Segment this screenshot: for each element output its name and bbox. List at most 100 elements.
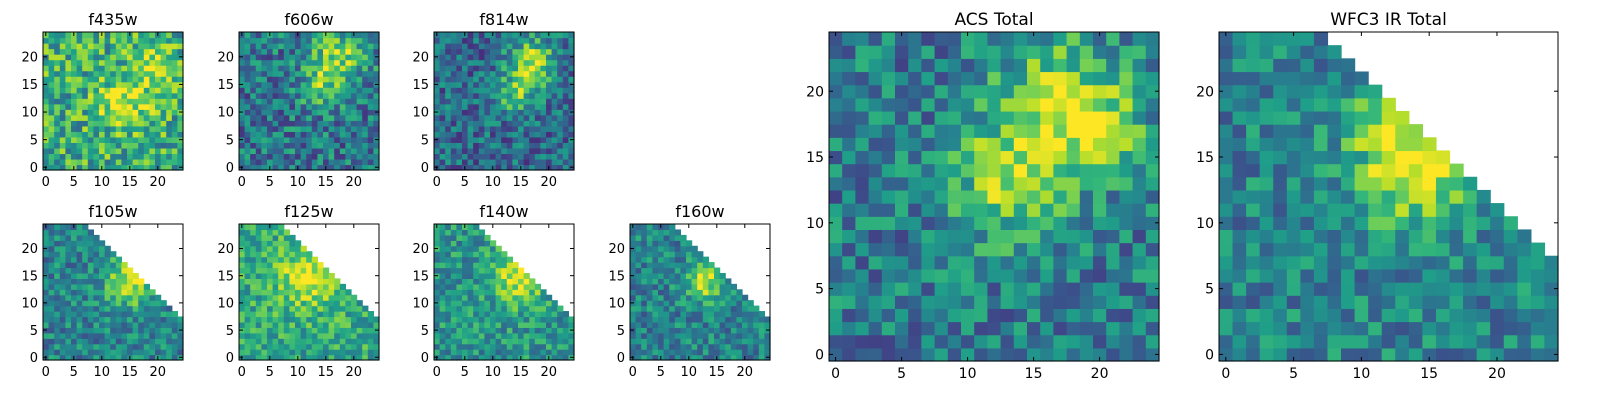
heatmap-cell [829, 58, 843, 73]
heatmap-cell [484, 120, 491, 127]
heatmap-cell [658, 321, 665, 328]
heatmap-cell [306, 98, 313, 105]
y-tick-label: 10 [806, 216, 824, 232]
heatmap-cell [1119, 334, 1134, 349]
heatmap-cell [356, 142, 363, 149]
heatmap-cell [323, 43, 330, 50]
heatmap-cell [439, 103, 446, 110]
heatmap-cell [143, 43, 150, 50]
heatmap-cell [283, 278, 290, 285]
heatmap-cell [691, 272, 698, 279]
heatmap-cell [495, 311, 502, 318]
heatmap-cell [82, 76, 89, 83]
heatmap-cell [669, 262, 676, 269]
heatmap-cell [1053, 71, 1068, 86]
heatmap-cell [1232, 229, 1247, 244]
heatmap-cell [278, 278, 285, 285]
heatmap-cell [1232, 189, 1247, 204]
heatmap-cell [518, 76, 525, 83]
heatmap-cell [680, 305, 687, 312]
heatmap-cell [71, 267, 78, 274]
heatmap-cell [450, 234, 457, 241]
heatmap-cell [478, 251, 485, 258]
heatmap-cell [317, 305, 324, 312]
heatmap-cell [456, 114, 463, 121]
heatmap-cell [473, 316, 480, 323]
heatmap-cell [829, 137, 843, 152]
heatmap-cell [149, 294, 156, 301]
heatmap-cell [1119, 84, 1134, 99]
heatmap-cell [71, 283, 78, 290]
heatmap-cell [1246, 203, 1261, 217]
heatmap-cell [747, 338, 754, 345]
heatmap-cell [921, 216, 936, 230]
heatmap-cell [439, 125, 446, 132]
heatmap-cell [473, 354, 480, 361]
heatmap-cell [467, 256, 474, 263]
heatmap-cell [295, 158, 302, 166]
heatmap-cell [261, 294, 268, 301]
heatmap-cell [434, 153, 441, 160]
heatmap-cell [868, 97, 883, 112]
heatmap-cell [65, 343, 72, 350]
heatmap-cell [534, 153, 541, 160]
heatmap-cell [921, 71, 936, 86]
heatmap-cell [478, 153, 485, 160]
heatmap-cell [868, 32, 883, 46]
heatmap-cell [842, 163, 856, 178]
heatmap-cell [1313, 255, 1329, 270]
heatmap-cell [132, 48, 139, 55]
heatmap-cell [1395, 189, 1410, 204]
heatmap-cell [306, 294, 313, 301]
heatmap-cell [1053, 45, 1068, 59]
heatmap-cell [445, 305, 452, 312]
heatmap-cell [518, 81, 525, 88]
heatmap-cell [456, 98, 463, 105]
heatmap-cell [512, 131, 519, 138]
heatmap-cell [272, 109, 279, 116]
heatmap-cell [160, 120, 167, 127]
heatmap-cell [934, 71, 949, 86]
heatmap-cell [166, 120, 173, 127]
heatmap-cell [239, 343, 246, 350]
heatmap-cell [1145, 84, 1160, 99]
heatmap-cell [373, 120, 380, 127]
heatmap-cell [1395, 334, 1410, 349]
heatmap-cell [478, 158, 485, 166]
heatmap-cell [1040, 163, 1054, 178]
heatmap-cell [702, 311, 709, 318]
heatmap-cell [283, 229, 290, 236]
heatmap-cell [278, 234, 285, 241]
heatmap-cell [76, 294, 83, 301]
heatmap-cell [462, 343, 469, 350]
heatmap-cell [300, 321, 307, 328]
heatmap-cell [719, 349, 726, 356]
heatmap-cell [439, 65, 446, 72]
heatmap-cell [121, 147, 128, 155]
heatmap-cell [272, 158, 279, 166]
heatmap-cell [323, 147, 330, 155]
heatmap-cell [339, 147, 346, 155]
heatmap-cell [562, 65, 569, 72]
heatmap-cell [1435, 321, 1451, 336]
heatmap-cell [495, 294, 502, 301]
heatmap-cell [278, 87, 285, 94]
heatmap-cell [244, 272, 251, 279]
heatmap-cell [473, 98, 480, 105]
heatmap-cell [166, 142, 173, 149]
heatmap-cell [255, 343, 262, 350]
heatmap-cell [855, 84, 870, 99]
heatmap-cell [177, 316, 184, 323]
heatmap-cell [76, 81, 83, 88]
heatmap-cell [93, 294, 100, 301]
heatmap-cell [76, 76, 83, 83]
heatmap-cell [289, 125, 296, 132]
heatmap-cell [166, 37, 173, 44]
heatmap-cell [1327, 321, 1342, 336]
heatmap-cell [663, 349, 670, 356]
heatmap-cell [490, 43, 497, 50]
heatmap-cell [1422, 229, 1437, 244]
heatmap-cell [1395, 203, 1410, 217]
heatmap-cell [99, 70, 106, 77]
heatmap-cell [467, 164, 474, 171]
